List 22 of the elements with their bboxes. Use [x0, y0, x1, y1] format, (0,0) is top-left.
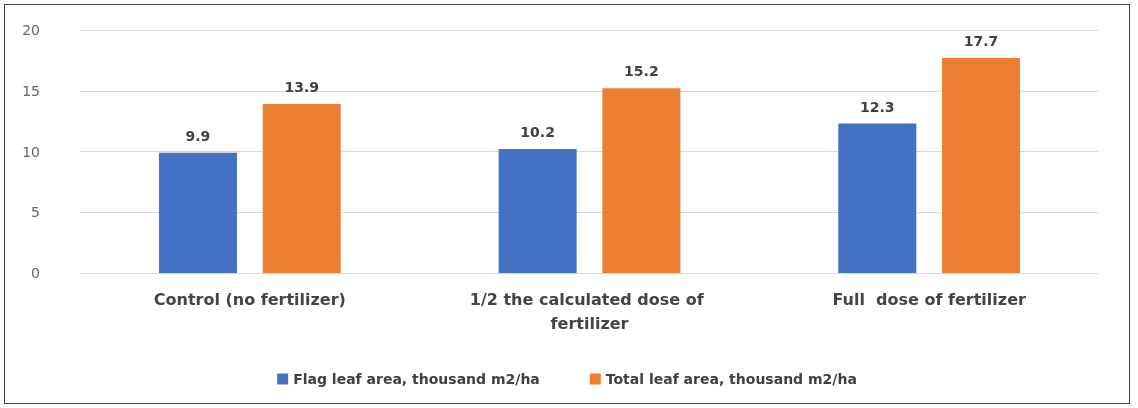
legend-label: Flag leaf area, thousand m2/ha: [293, 371, 540, 387]
bar: [498, 149, 577, 273]
data-label: 17.7: [963, 32, 999, 49]
y-tick-label: 0: [31, 265, 40, 281]
bar: [942, 57, 1021, 273]
bar: [838, 123, 917, 273]
legend-label: Total leaf area, thousand m2/ha: [605, 371, 857, 387]
y-tick-label: 5: [31, 204, 40, 221]
bar: [602, 88, 681, 273]
x-tick-label: Control (no fertilizer): [153, 289, 346, 309]
bar: [158, 152, 237, 273]
data-label: 12.3: [860, 98, 895, 115]
y-tick-label: 20: [22, 22, 40, 38]
data-label: 10.2: [520, 124, 555, 141]
bar: [262, 104, 341, 273]
y-tick-label: 15: [22, 82, 40, 99]
data-label: 13.9: [284, 79, 319, 96]
data-label: 15.2: [624, 63, 659, 80]
y-tick-label: 10: [22, 143, 40, 160]
x-tick-label: 1/2 the calculated dose of fertilizer: [469, 289, 710, 333]
x-tick-label: Full dose of fertilizer: [832, 289, 1026, 309]
data-label: 9.9: [185, 127, 211, 144]
